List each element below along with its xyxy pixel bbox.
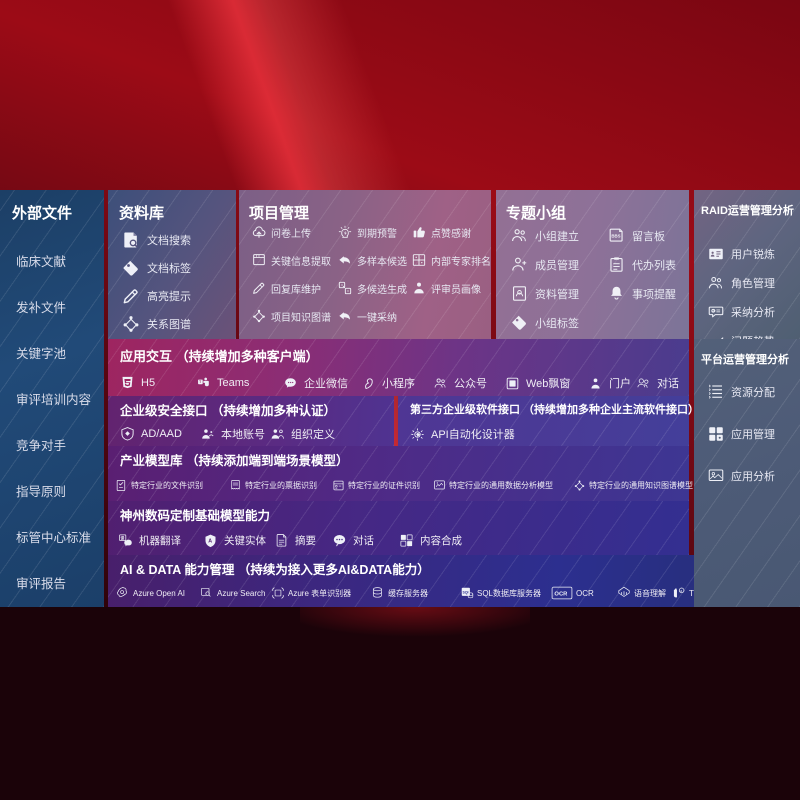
svg-text:QA: QA xyxy=(712,310,716,313)
svg-text:OCR: OCR xyxy=(554,592,568,598)
svg-text:A: A xyxy=(680,589,682,593)
svg-text:BBS: BBS xyxy=(611,233,620,238)
svg-text:译: 译 xyxy=(121,535,125,540)
svg-text:A: A xyxy=(208,539,212,545)
